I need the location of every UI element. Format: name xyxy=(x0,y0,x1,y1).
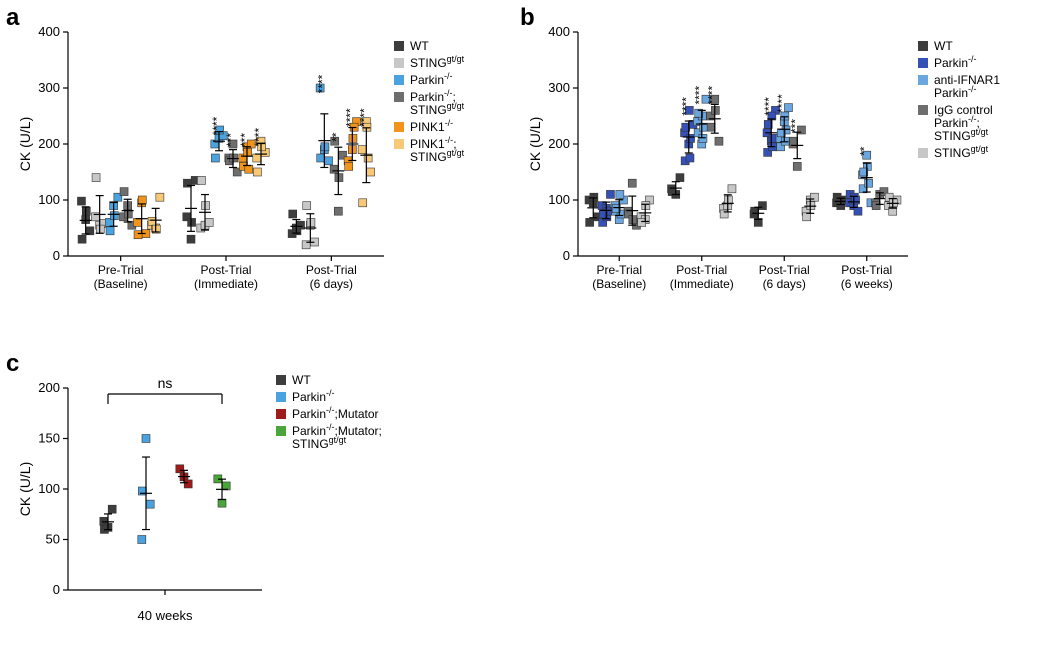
svg-text:Parkin-/-: Parkin-/- xyxy=(292,388,335,404)
svg-text:Post-Trial(Immediate): Post-Trial(Immediate) xyxy=(194,263,258,291)
panel-c: c 050100150200CK (U/L)ns40 weeksWTParkin… xyxy=(6,350,526,660)
figure: { "panelA":{ "label":"a", "type":"scatte… xyxy=(0,0,1050,669)
svg-text:STINGgt/gt: STINGgt/gt xyxy=(934,144,989,160)
svg-text:Post-Trial(6 days): Post-Trial(6 days) xyxy=(306,263,357,291)
svg-text:****: **** xyxy=(315,74,329,93)
svg-text:***: *** xyxy=(788,119,802,133)
svg-text:300: 300 xyxy=(38,80,60,95)
chart-b: 0 100 200 300 400 CK (U/L) Pre-Trial(Baseline)… xyxy=(520,4,1050,334)
svg-text:***: *** xyxy=(238,133,252,147)
svg-text:40 weeks: 40 weeks xyxy=(138,608,193,623)
svg-text:**: ** xyxy=(858,146,872,156)
svg-text:****: **** xyxy=(693,86,707,105)
svg-text:Parkin-/-: Parkin-/- xyxy=(934,54,977,70)
svg-text:CK (U/L): CK (U/L) xyxy=(17,462,33,516)
svg-text:400: 400 xyxy=(548,24,570,39)
svg-text:****: **** xyxy=(210,116,224,135)
svg-text:****: **** xyxy=(357,108,371,127)
svg-text:****: **** xyxy=(775,94,789,113)
panel-a: a 0 100 200 300 400 CK (U/L) Pre-Trial(Baselin… xyxy=(6,4,526,334)
svg-text:Post-Trial(6 weeks): Post-Trial(6 weeks) xyxy=(841,263,893,291)
svg-text:100: 100 xyxy=(38,192,60,207)
svg-text:WT: WT xyxy=(292,373,311,387)
svg-text:STINGgt/gt: STINGgt/gt xyxy=(934,127,989,143)
svg-text:CK (U/L): CK (U/L) xyxy=(527,117,543,171)
svg-text:150: 150 xyxy=(38,431,60,446)
svg-text:**: ** xyxy=(329,132,343,142)
svg-text:****: **** xyxy=(343,108,357,127)
svg-text:400: 400 xyxy=(38,24,60,39)
svg-text:Parkin-/-;Mutator: Parkin-/-;Mutator xyxy=(292,405,379,421)
svg-text:CK (U/L): CK (U/L) xyxy=(17,117,33,171)
svg-text:100: 100 xyxy=(548,192,570,207)
svg-text:0: 0 xyxy=(53,248,60,263)
svg-text:WT: WT xyxy=(934,39,953,53)
svg-text:STINGgt/gt: STINGgt/gt xyxy=(410,101,465,117)
svg-text:STINGgt/gt: STINGgt/gt xyxy=(410,54,465,70)
svg-text:Parkin-/-: Parkin-/- xyxy=(934,84,977,100)
svg-text:100: 100 xyxy=(38,481,60,496)
svg-text:IgG control: IgG control xyxy=(934,103,993,117)
panel-a-label: a xyxy=(6,4,19,32)
svg-text:****: **** xyxy=(706,86,720,105)
chart-c: 050100150200CK (U/L)ns40 weeksWTParkin-/… xyxy=(6,350,526,660)
svg-text:Parkin-/-: Parkin-/- xyxy=(410,71,453,87)
svg-text:****: **** xyxy=(762,97,776,116)
svg-text:300: 300 xyxy=(548,80,570,95)
panel-b-label: b xyxy=(520,4,535,32)
svg-text:50: 50 xyxy=(46,532,60,547)
svg-text:STINGgt/gt: STINGgt/gt xyxy=(410,148,465,164)
svg-text:****: **** xyxy=(680,97,694,116)
svg-text:ns: ns xyxy=(158,375,173,391)
svg-text:200: 200 xyxy=(548,136,570,151)
panel-b: b 0 100 200 300 400 CK (U/L) Pre-Trial(Baselin… xyxy=(520,4,1050,334)
svg-text:200: 200 xyxy=(38,136,60,151)
svg-text:Post-Trial(Immediate): Post-Trial(Immediate) xyxy=(670,263,734,291)
panel-c-label: c xyxy=(6,350,19,378)
svg-text:STINGgt/gt: STINGgt/gt xyxy=(292,435,347,451)
svg-text:200: 200 xyxy=(38,380,60,395)
svg-text:WT: WT xyxy=(410,39,429,53)
svg-text:Pre-Trial(Baseline): Pre-Trial(Baseline) xyxy=(592,263,646,291)
svg-text:PINK1-/-: PINK1-/- xyxy=(410,118,453,134)
svg-text:****: **** xyxy=(252,128,266,147)
chart-a: 0 100 200 300 400 CK (U/L) Pre-Trial(Baseline)… xyxy=(6,4,526,334)
svg-text:Post-Trial(6 days): Post-Trial(6 days) xyxy=(759,263,810,291)
svg-text:***: *** xyxy=(224,133,238,147)
svg-text:0: 0 xyxy=(563,248,570,263)
svg-text:Pre-Trial(Baseline): Pre-Trial(Baseline) xyxy=(94,263,148,291)
svg-text:0: 0 xyxy=(53,582,60,597)
